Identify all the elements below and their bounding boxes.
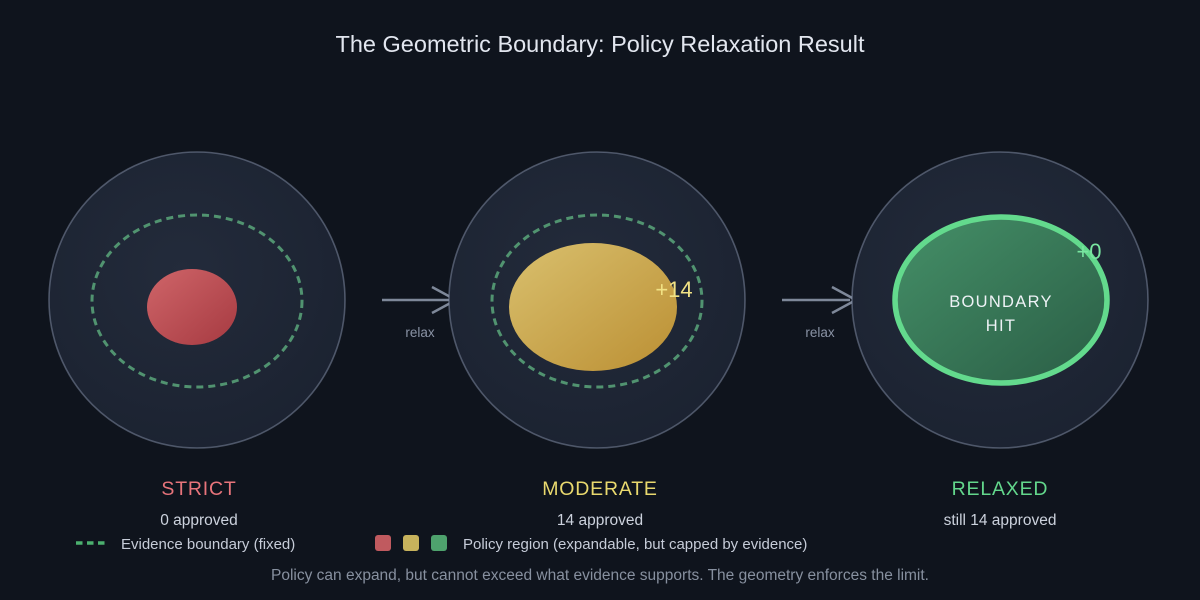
page-title: The Geometric Boundary: Policy Relaxatio… [336, 31, 865, 57]
policy-swatch-yellow-icon [403, 535, 419, 551]
approved-count-moderate: 14 approved [557, 512, 643, 529]
panel-strict: STRICT 0 approved [48, 151, 346, 529]
legend-policy-label: Policy region (expandable, but capped by… [463, 536, 807, 553]
approved-count-strict: 0 approved [160, 512, 238, 529]
relax-arrow-1: relax [382, 285, 459, 340]
policy-region-strict [147, 269, 237, 345]
policy-swatch-green-icon [431, 535, 447, 551]
delta-badge-relaxed: +0 [1076, 239, 1101, 264]
relax-arrow-2: relax [782, 285, 859, 340]
relax-label-1: relax [405, 325, 435, 340]
panel-label-relaxed: RELAXED [952, 478, 1049, 500]
boundary-hit-line1: BOUNDARY [949, 293, 1053, 311]
panel-relaxed: BOUNDARY HIT +0 RELAXED still 14 approve… [851, 151, 1149, 529]
evidence-boundary-ellipse [490, 213, 704, 389]
panel-moderate: +14 MODERATE 14 approved [448, 151, 746, 529]
legend-evidence-label: Evidence boundary (fixed) [121, 536, 295, 553]
panel-label-strict: STRICT [161, 478, 236, 500]
policy-swatch-red-icon [375, 535, 391, 551]
bottom-caption: Policy can expand, but cannot exceed wha… [271, 567, 929, 584]
panel-label-moderate: MODERATE [542, 478, 657, 500]
legend: Evidence boundary (fixed) Policy region … [76, 535, 807, 553]
boundary-hit-line2: HIT [986, 317, 1016, 335]
policy-region-moderate [509, 243, 677, 371]
relax-label-2: relax [805, 325, 835, 340]
evidence-boundary-ellipse [90, 213, 304, 389]
approved-count-relaxed: still 14 approved [944, 512, 1057, 529]
delta-badge-moderate: +14 [655, 277, 692, 302]
policy-region-relaxed [892, 214, 1110, 386]
